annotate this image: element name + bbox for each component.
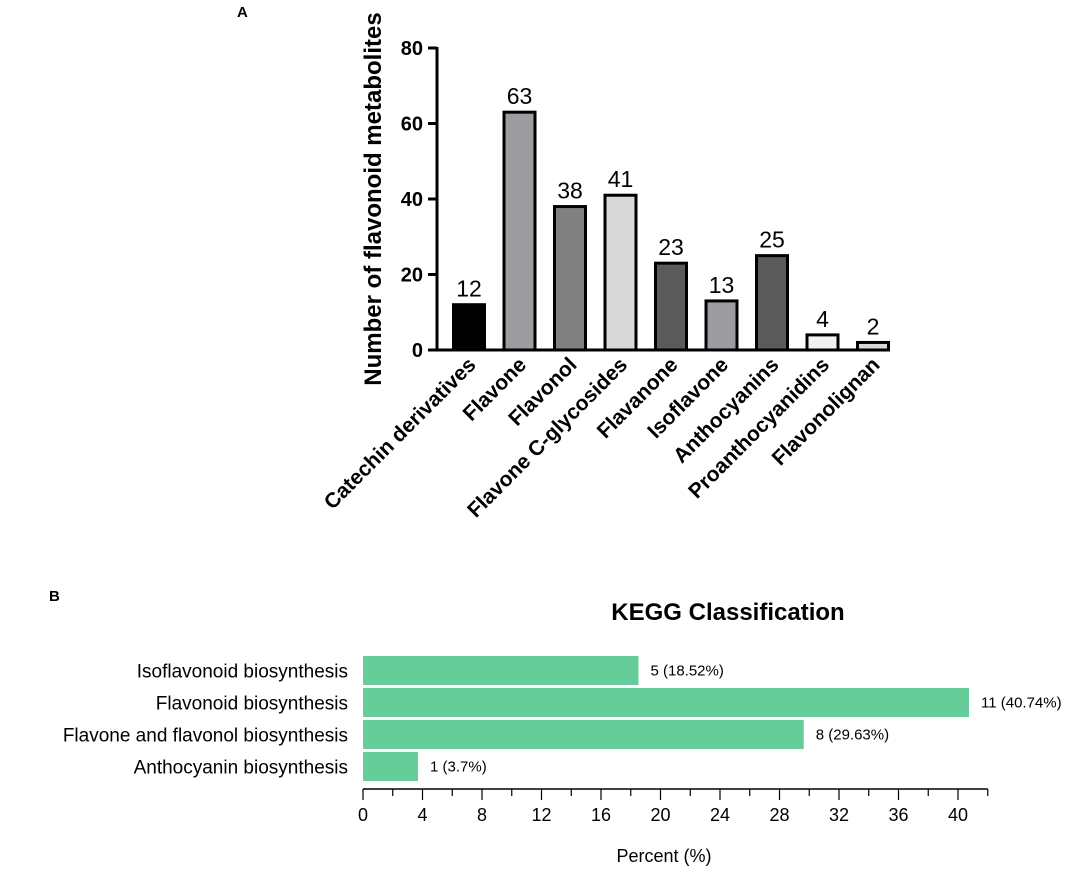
panel-b-label: B <box>49 588 60 605</box>
a-bar <box>502 110 537 352</box>
a-y-tick-label: 60 <box>401 114 423 136</box>
a-bar <box>805 333 840 352</box>
a-y-tick-label: 80 <box>401 38 423 60</box>
b-x-tick-label: 20 <box>650 805 670 825</box>
a-bar <box>654 261 688 352</box>
b-bar <box>363 688 970 717</box>
a-bar <box>553 205 587 352</box>
a-data-label: 23 <box>658 234 684 260</box>
a-data-label: 2 <box>867 313 880 339</box>
panel-a-label: A <box>237 4 248 21</box>
a-bar <box>452 303 486 352</box>
a-bar <box>856 340 890 352</box>
b-x-tick-label: 24 <box>710 805 730 825</box>
a-data-label: 41 <box>608 166 634 192</box>
chart-a: 0 20 40 60 80 Number of flavonoid metabolites… <box>320 12 890 522</box>
a-data-label: 13 <box>709 272 735 298</box>
a-bar <box>755 254 789 352</box>
a-bar <box>704 299 739 352</box>
b-x-tick-label: 36 <box>888 805 908 825</box>
b-title: KEGG Classification <box>611 599 844 626</box>
a-category-label: Catechin derivatives <box>320 353 481 514</box>
b-category-label: Flavone and flavonol biosynthesis <box>63 726 348 747</box>
b-data-label: 8 (29.63%) <box>816 727 889 744</box>
a-data-label: 12 <box>456 276 482 302</box>
b-x-tick-label: 4 <box>417 805 427 825</box>
a-y-axis-label: Number of flavonoid metabolites <box>360 12 387 385</box>
b-x-tick-label: 0 <box>358 805 368 825</box>
chart-b: KEGG Classification 5 (18.52%) Isoflavonoi… <box>63 599 1062 866</box>
b-data-label: 1 (3.7%) <box>430 759 487 776</box>
b-x-tick-label: 40 <box>948 805 968 825</box>
b-bar <box>363 752 419 781</box>
b-data-label: 5 (18.52%) <box>650 663 723 680</box>
b-bar <box>363 720 804 749</box>
b-category-label: Isoflavonoid biosynthesis <box>137 662 348 683</box>
b-category-label: Flavonoid biosynthesis <box>156 694 348 715</box>
b-category-label: Anthocyanin biosynthesis <box>134 758 348 779</box>
a-y-tick-label: 40 <box>401 189 423 211</box>
b-x-tick-label: 8 <box>477 805 487 825</box>
a-data-label: 4 <box>816 306 829 332</box>
b-x-tick-label: 12 <box>531 805 551 825</box>
a-data-label: 38 <box>557 178 583 204</box>
b-x-axis-label: Percent (%) <box>616 846 711 866</box>
a-data-label: 25 <box>759 227 785 253</box>
a-y-tick-label: 20 <box>401 265 423 287</box>
a-data-label: 63 <box>507 83 533 109</box>
a-bar <box>603 193 638 352</box>
b-x-tick-label: 28 <box>769 805 789 825</box>
b-x-tick-label: 32 <box>829 805 849 825</box>
b-data-label: 11 (40.74%) <box>981 695 1062 712</box>
b-x-tick-label: 16 <box>591 805 611 825</box>
b-bar <box>363 656 639 685</box>
a-y-tick-label: 0 <box>412 340 423 362</box>
